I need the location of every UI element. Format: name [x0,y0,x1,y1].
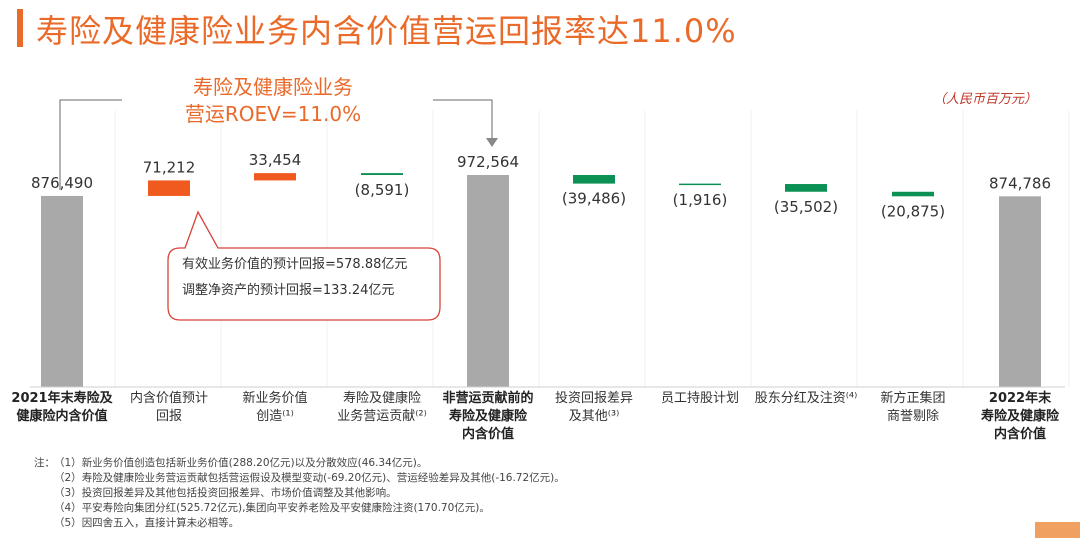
callout-box [167,210,441,321]
callout-text: 有效业务价值的预计回报=578.88亿元 调整净资产的预计回报=133.24亿元 [168,252,438,304]
chart-data-labels: 876,490 71,212 33,454 (8,591) 972,564 (39,486… [31,151,1051,220]
category-label-6: 员工持股计划 [644,390,756,408]
roev-bracket-left [59,99,122,190]
roev-bracket-right [433,99,493,138]
category-label-line: 非营运贡献前的 [442,391,534,406]
footnote-text: 新业务价值创造包括新业务价值(288.20亿元)以及分散效应(46.34亿元)。 [81,457,428,469]
footnote-2: （2）寿险及健康险业务营运贡献包括营运假设及模型变动(-69.20亿元)、营运经… [34,471,565,486]
bar-3 [361,173,403,175]
footnote-3: （3）投资回报差异及其他包括投资回报差异、市场价值调整及其他影响。 [34,486,565,501]
data-label-5: (39,486) [562,190,626,208]
corner-accent [1035,522,1080,538]
roev-arrow-icon [486,138,498,147]
footnote-5: （5）因四舍五入，直接计算未必相等。 [34,516,565,531]
callout-line-1: 有效业务价值的预计回报=578.88亿元 [182,257,408,272]
category-label-line: 内含价值预计 [129,391,208,406]
footnote-text: 因四舍五入，直接计算未必相等。 [81,517,240,529]
footnote-text: 寿险及健康险业务营运贡献包括营运假设及模型变动(-69.20亿元)、营运经验差异… [81,472,565,484]
footnote-number: （2） [54,472,82,484]
bar-9 [999,196,1041,387]
roev-line-2: 营运ROEV=11.0% [184,102,362,126]
chart-gridlines [114,110,1070,387]
footnote-1: 注：（1）新业务价值创造包括新业务价值(288.20亿元)以及分散效应(46.3… [34,456,565,471]
data-label-2: 33,454 [249,151,302,169]
category-label-1: 内含价值预计 回报 [113,390,225,426]
roev-line-1: 寿险及健康险业务 [193,75,353,99]
category-label-line: 回报 [155,409,182,424]
bar-2 [254,173,296,181]
bar-5 [573,175,615,184]
unit-label: （人民币百万元） [933,92,1038,107]
bar-1 [148,180,190,196]
footnote-number: （3） [54,487,82,499]
data-label-0: 876,490 [31,174,93,192]
category-label-line: 内含价值 [993,427,1046,442]
roev-annotation: 寿险及健康险业务 营运ROEV=11.0% [168,74,378,128]
category-label-line: 2022年末 [988,391,1052,406]
category-label-line: 投资回报差异 [554,391,633,406]
data-label-9: 874,786 [989,174,1051,192]
footnote-number: （1） [54,457,82,469]
page-title: 寿险及健康险业务内含价值营运回报率达11.0% [36,12,737,50]
category-label-line: 内含价值 [461,427,514,442]
category-label-line: 寿险及健康险 [342,391,421,406]
bar-4 [467,175,509,387]
data-label-1: 71,212 [143,158,196,176]
category-label-line: 员工持股计划 [660,391,739,406]
category-label-line: 健康险内含价值 [16,409,108,424]
footnote-prefix: 注： [34,457,55,469]
category-label-3: 寿险及健康险 业务营运贡献⁽²⁾ [326,390,438,426]
category-label-line: 新方正集团 [880,391,946,406]
category-label-line: 2021年末寿险及 [11,391,113,406]
bar-7 [785,184,827,192]
category-label-line: 创造⁽¹⁾ [256,409,294,424]
data-label-6: (1,916) [673,191,728,209]
data-label-8: (20,875) [881,202,945,220]
category-label-2: 新业务价值创造⁽¹⁾ [219,390,331,426]
data-label-7: (35,502) [774,198,838,216]
footnote-text: 平安寿险向集团分红(525.72亿元),集团向平安养老险及平安健康险注资(170… [81,502,490,514]
bar-0 [41,195,83,387]
category-label-9: 2022年末 寿险及健康险 内含价值 [964,390,1076,444]
footnote-text: 投资回报差异及其他包括投资回报差异、市场价值调整及其他影响。 [81,487,397,499]
title-accent-bar [17,9,23,47]
category-label-line: 业务营运贡献⁽²⁾ [337,409,427,424]
bar-8 [892,191,934,197]
chart-bars [41,173,1041,387]
category-label-line: 商誉剔除 [886,409,939,424]
category-label-line: 股东分红及注资⁽⁴⁾ [754,391,858,406]
callout-line-2: 调整净资产的预计回报=133.24亿元 [182,283,395,298]
footnote-number: （4） [54,502,82,514]
category-label-line: 寿险及健康险 [980,409,1059,424]
category-label-4: 非营运贡献前的 寿险及健康险 内含价值 [432,390,544,444]
category-label-line: 寿险及健康险 [448,409,527,424]
category-label-8: 新方正集团 商誉剔除 [857,390,969,426]
data-label-3: (8,591) [355,181,410,199]
bar-6 [679,183,721,186]
footnote-4: （4）平安寿险向集团分红(525.72亿元),集团向平安养老险及平安健康险注资(… [34,501,565,516]
footnotes: 注：（1）新业务价值创造包括新业务价值(288.20亿元)以及分散效应(46.3… [34,456,565,531]
category-label-7: 股东分红及注资⁽⁴⁾ [750,390,862,408]
category-label-line: 新业务价值 [242,391,308,406]
category-label-0: 2021年末寿险及 健康险内含价值 [6,390,118,426]
data-label-4: 972,564 [457,153,519,171]
footnote-number: （5） [54,517,82,529]
category-label-line: 及其他⁽³⁾ [568,409,620,424]
category-label-5: 投资回报差异 及其他⁽³⁾ [538,390,650,426]
